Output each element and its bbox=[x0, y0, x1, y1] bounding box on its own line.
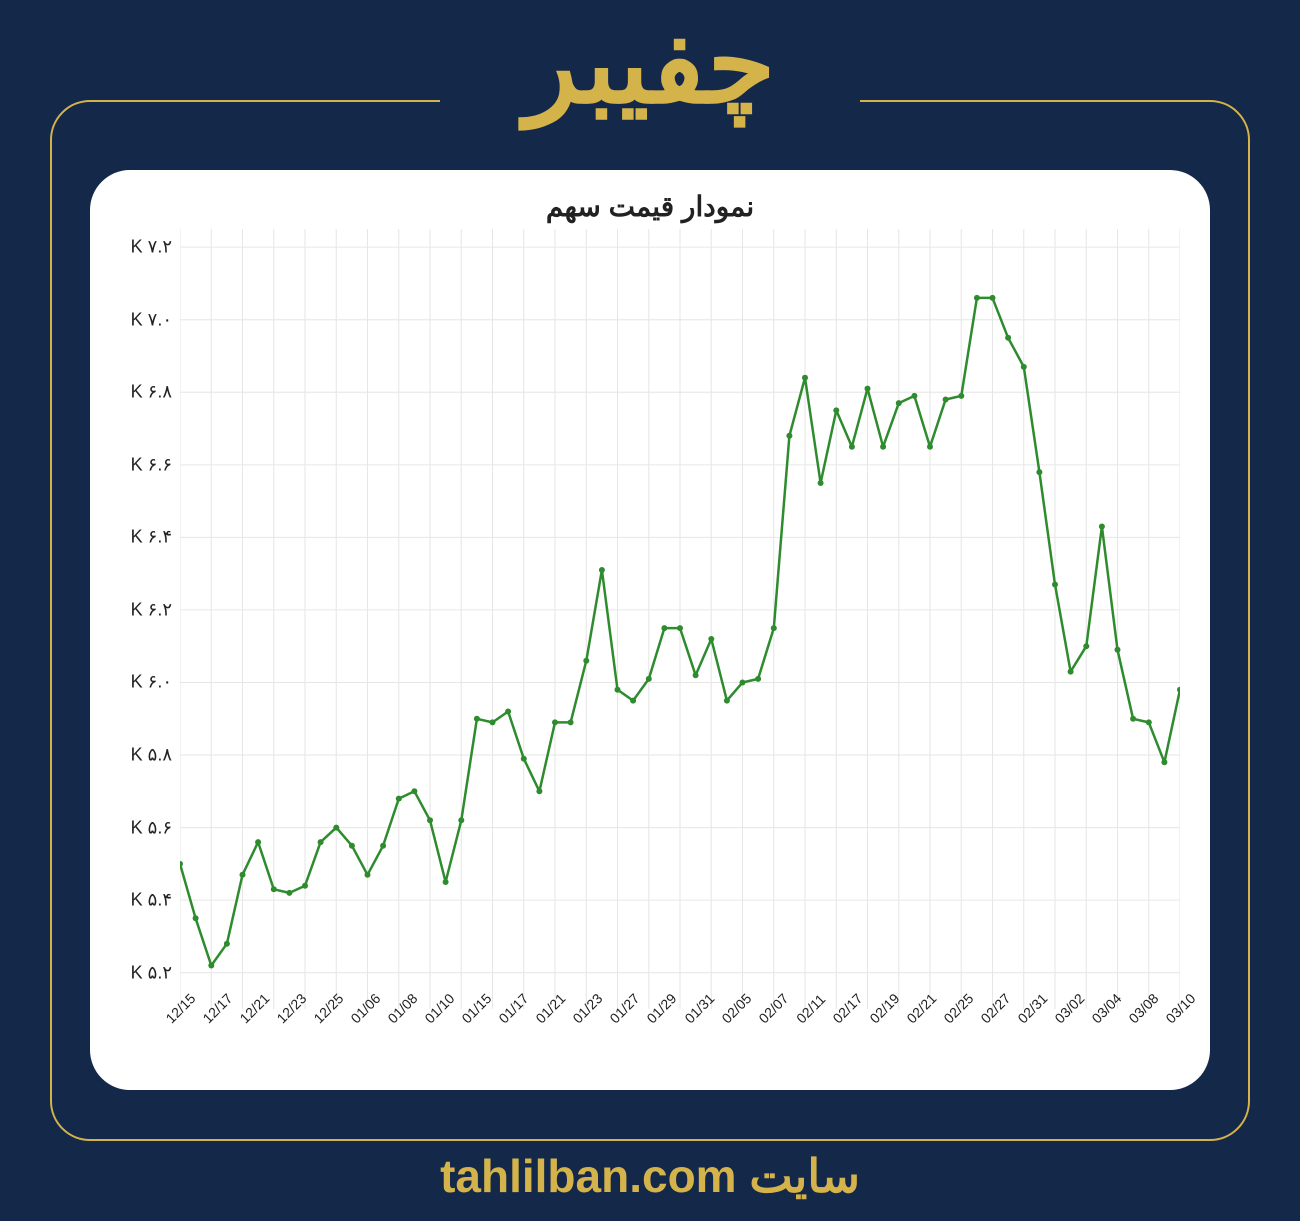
y-tick-label: ۷.۲ K bbox=[131, 237, 172, 258]
footer-text: سایت tahlilban.com bbox=[0, 1149, 1300, 1203]
y-axis: ۵.۲ K ۵.۴ K ۵.۶ K ۵.۸ K ۶.۰ K ۶.۲ K ۶.۴ K ۶.۶ K… bbox=[120, 229, 180, 1009]
y-tick-label: ۵.۲ K bbox=[131, 962, 172, 983]
line-chart-svg bbox=[180, 229, 1180, 1009]
chart-title: نمودار قیمت سهم bbox=[120, 190, 1180, 223]
y-tick-label: ۵.۴ K bbox=[131, 890, 172, 911]
x-axis: 12/1512/1712/2112/2312/2501/0601/0801/10… bbox=[180, 1009, 1180, 1049]
plot-area bbox=[180, 229, 1180, 1009]
y-tick-label: ۶.۲ K bbox=[131, 599, 172, 620]
chart-card: نمودار قیمت سهم ۵.۲ K ۵.۴ K ۵.۶ K ۵.۸ K ۶.۰ … bbox=[90, 170, 1210, 1090]
y-tick-label: ۵.۸ K bbox=[131, 745, 172, 766]
y-tick-label: ۵.۶ K bbox=[131, 817, 172, 838]
y-tick-label: ۶.۶ K bbox=[131, 454, 172, 475]
y-tick-label: ۷.۰ K bbox=[131, 309, 172, 330]
footer-url: tahlilban.com bbox=[440, 1150, 736, 1202]
chart-area: ۵.۲ K ۵.۴ K ۵.۶ K ۵.۸ K ۶.۰ K ۶.۲ K ۶.۴ K ۶.۶ K… bbox=[120, 229, 1180, 1049]
y-tick-label: ۶.۰ K bbox=[131, 672, 172, 693]
header-title: چفیبر bbox=[525, 10, 776, 120]
y-tick-label: ۶.۴ K bbox=[131, 527, 172, 548]
y-tick-label: ۶.۸ K bbox=[131, 382, 172, 403]
footer-prefix: سایت bbox=[737, 1150, 860, 1202]
